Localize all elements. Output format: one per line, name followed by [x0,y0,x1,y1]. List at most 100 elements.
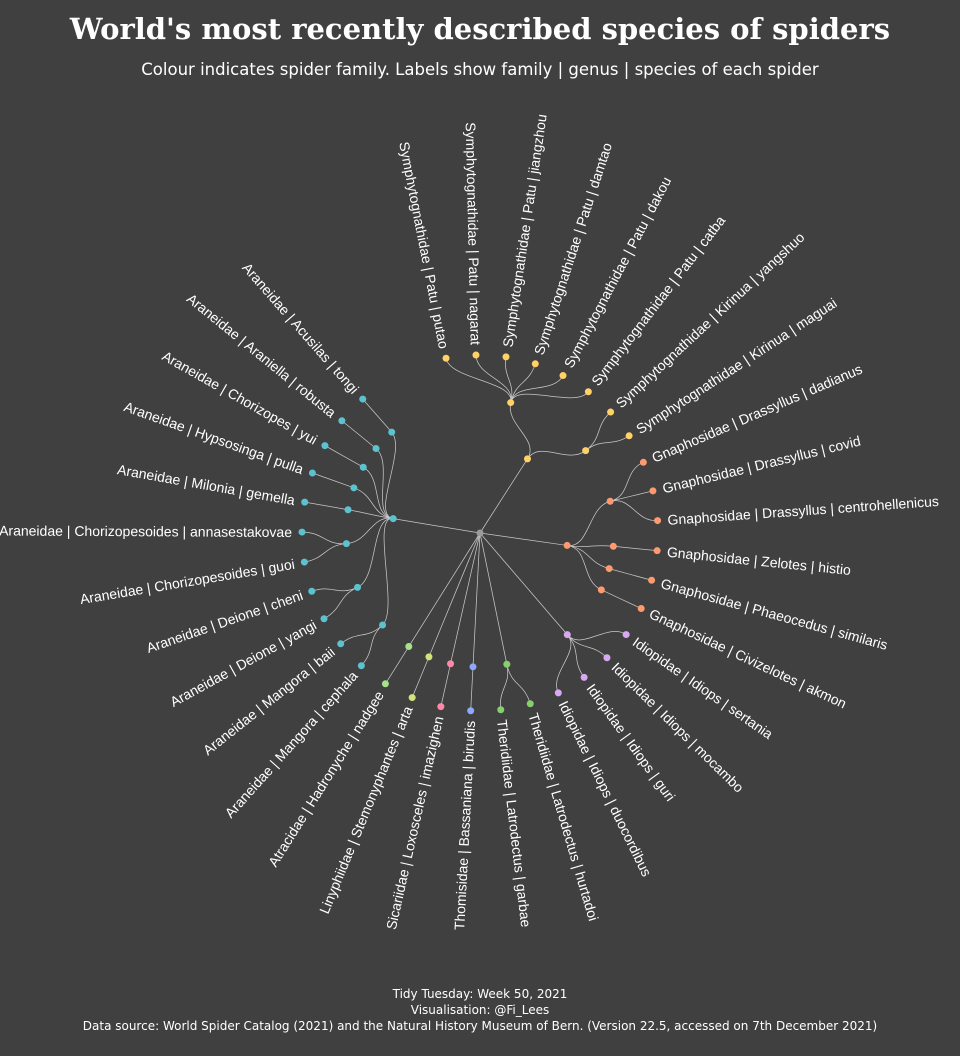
edge-drassyllus-centrohellenicus [610,500,658,521]
leaf-node-kirinua-yangshuo [607,408,615,416]
leaf-label-drassyllus-centrohellenicus: Gnaphosidae | Drassyllus | centrohelleni… [667,493,939,528]
leaf-node-idiops-mocambo [603,654,611,662]
edge-patu-putao [445,358,512,403]
edge-chorizopesoides-annasestakovae [301,531,347,545]
genus-node-kirinua [582,447,590,455]
edge-gnaphosidae-zelotes [567,545,614,547]
leaf-node-acusilas-tongi [359,395,367,403]
leaf-node-idiops-sertania [622,631,630,639]
leaf-node-drassyllus-centrohellenicus [654,517,662,525]
genus-node-drassyllus [606,497,614,505]
edge-atracidae-hadronyche [408,607,434,647]
genus-node-hadronyche [405,643,413,651]
edge-symphytognathidae-kirinua [527,450,586,460]
genus-node-phaeocedus [605,565,613,573]
edge-latrodectus-garbae [500,664,509,710]
leaf-node-civizelotes-akmon [637,605,645,613]
leaf-node-drassyllus-dadianus [639,458,647,466]
leaf-node-chorizopesoides-guoi [300,558,308,566]
root-node [476,529,484,537]
leaf-node-loxosceles-imazighen [437,703,445,711]
edge-gnaphosidae-phaeocedus [567,545,610,569]
genus-node-hypsosinga [350,484,358,492]
leaf-node-chorizopesoides-annasestakovae [298,528,306,536]
edge-symphytognathidae-patu [509,402,531,460]
edge-root-idiopidae [479,532,538,601]
genus-node-acusilas [388,428,396,436]
leaf-node-latrodectus-hurtadoi [526,700,534,708]
edge-root-sicariidae [460,532,481,619]
edge-araneidae-chorizopes [363,466,394,520]
edge-loxosceles-imazighen [440,663,451,707]
edge-gnaphosidae-drassyllus [567,500,611,546]
edge-hypsosinga-pulla [312,472,354,489]
leaf-node-chorizopes-yui [321,442,329,450]
edge-root-gnaphosidae [479,532,568,546]
leaf-node-zelotes-histio [653,547,661,555]
edge-acusilas-tongi [362,398,393,433]
genus-node-stemonyphantes [425,653,433,661]
leaf-node-idiops-duocordibus [554,689,562,697]
edge-phaeocedus-similaris [609,568,652,581]
leaf-node-kirinua-maguai [625,432,633,440]
leaf-node-milonia-gemella [301,498,309,506]
edge-root-symphytognathidae [479,458,528,534]
leaf-label-chorizopesoides-annasestakovae: Araneidae | Chorizopesoides | annasestak… [0,522,292,540]
leaf-node-patu-jiangzhou [502,353,510,361]
genus-node-araniella [372,444,380,452]
edge-araniella-robusta [341,420,377,449]
leaf-node-mangora-baii [337,640,345,648]
leaf-node-araniella-robusta [338,417,346,425]
leaf-label-zelotes-histio: Gnaphosidae | Zelotes | histio [666,544,852,578]
family-node-gnaphosidae [563,541,571,549]
leaf-node-hypsosinga-pulla [308,469,316,477]
edge-bassaniana-birudis [470,666,474,711]
leaf-label-patu-jiangzhou: Symphytognathidae | Patu | jiangzhou [500,113,550,348]
genus-node-bassaniana [469,663,477,671]
edge-patu-nagarat [475,355,512,403]
leaf-node-patu-putao [442,354,450,362]
family-node-araneidae [389,515,397,523]
leaf-node-mangora-cephala [357,662,365,670]
leaf-node-latrodectus-garbae [497,706,505,714]
caption-line-author: Visualisation: @Fi_Lees [410,1003,550,1017]
edge-chorizopesoides-guoi [304,543,347,563]
edge-kirinua-maguai [585,435,630,451]
leaf-label-bassaniana-birudis: Thomisidae | Bassaniana | birudis [451,720,478,930]
edge-root-atracidae [432,532,481,608]
edge-araneidae-araniella [375,448,394,520]
edge-sicariidae-loxosceles [450,618,462,664]
leaf-node-hadronyche-nadgee [381,680,389,688]
genus-node-chorizopesoides [342,540,350,548]
edge-root-araneidae [393,518,481,534]
genus-node-mangora [379,621,387,629]
edge-root-linyphiidae [446,532,481,615]
dendrogram-edges [301,355,658,711]
leaf-label-milonia-gemella: Araneidae | Milonia | gemella [116,461,296,508]
chart-subtitle: Colour indicates spider family. Labels s… [141,60,819,79]
edge-araneidae-chorizopesoides [346,518,394,545]
genus-node-deione [354,583,362,591]
edge-drassyllus-dadianus [610,461,644,502]
leaf-label-mangora-baii: Araneidae | Mangora | baii [200,644,338,758]
leaf-node-patu-nagarat [472,351,480,359]
edge-idiops-mocambo [567,634,608,659]
caption: Tidy Tuesday: Week 50, 2021 Visualisatio… [0,986,960,1034]
edge-patu-jiangzhou [505,356,513,403]
edge-thomisidae-bassaniana [472,620,476,667]
edge-drassyllus-covid [610,490,654,502]
edge-zelotes-histio [613,545,658,552]
edge-araneidae-mangora [382,518,394,626]
genus-node-latrodectus [503,660,511,668]
edge-deione-cheni [311,587,358,592]
leaf-node-bassaniana-birudis [467,707,475,715]
genus-node-idiops [563,631,571,639]
leaf-node-deione-yangi [320,615,328,623]
edge-idiops-duocordibus [556,634,572,694]
leaf-node-idiops-guri [580,673,588,681]
genus-node-zelotes [609,542,617,550]
edge-root-theridiidae [479,532,498,620]
edge-araneidae-deione [357,518,394,588]
edge-gnaphosidae-civizelotes [567,545,602,591]
